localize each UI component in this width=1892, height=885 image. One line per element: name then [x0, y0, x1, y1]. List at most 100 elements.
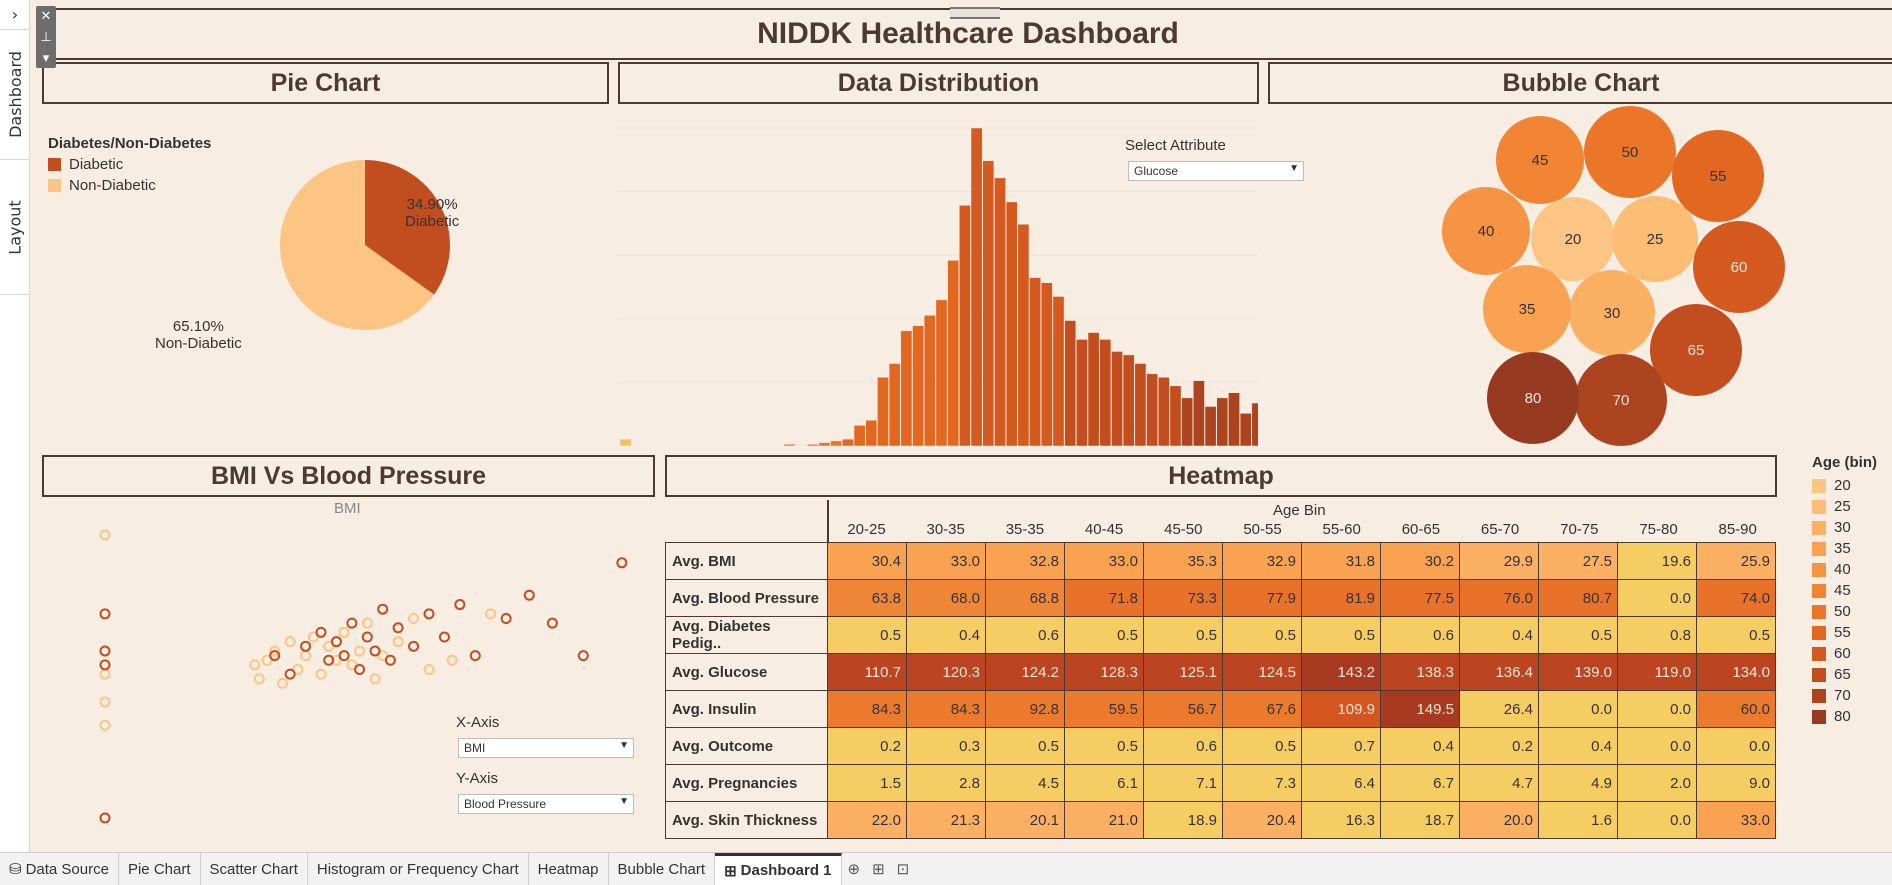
heatmap-cell[interactable]: 84.3 — [827, 690, 907, 728]
heatmap-cell[interactable]: 0.5 — [985, 727, 1065, 765]
pie-slice-diabetic[interactable] — [365, 160, 450, 295]
new-story-icon[interactable]: ⊡ — [896, 861, 910, 878]
scatter-point[interactable] — [408, 640, 420, 652]
heatmap-cell[interactable]: 124.2 — [985, 653, 1065, 691]
histogram-bar[interactable] — [1064, 320, 1077, 447]
bubble-65[interactable] — [1650, 304, 1742, 396]
histogram-bar[interactable] — [1169, 385, 1182, 447]
age-legend-item[interactable]: 35 — [1812, 538, 1877, 559]
heatmap-cell[interactable]: 32.8 — [985, 542, 1065, 580]
heatmap-cell[interactable]: 33.0 — [1064, 542, 1144, 580]
heatmap-cell[interactable]: 6.7 — [1380, 764, 1460, 802]
scatter-point[interactable] — [361, 631, 373, 643]
heatmap-cell[interactable]: 7.3 — [1222, 764, 1302, 802]
age-legend-item[interactable]: 25 — [1812, 496, 1877, 517]
heatmap-cell[interactable]: 0.5 — [1064, 727, 1144, 765]
bubble-80[interactable] — [1487, 352, 1579, 444]
histogram-bar[interactable] — [1134, 363, 1147, 447]
histogram-bar[interactable] — [818, 442, 831, 447]
age-legend-item[interactable]: 80 — [1812, 706, 1877, 727]
heatmap-cell[interactable]: 0.6 — [1143, 727, 1223, 765]
close-icon[interactable]: ✕ — [40, 8, 52, 24]
heatmap-cell[interactable]: 143.2 — [1301, 653, 1381, 691]
heatmap-cell[interactable]: 139.0 — [1538, 653, 1618, 691]
heatmap-cell[interactable]: 136.4 — [1459, 653, 1539, 691]
scatter-point[interactable] — [99, 812, 111, 824]
heatmap-cell[interactable]: 92.8 — [985, 690, 1065, 728]
scatter-point[interactable] — [377, 650, 389, 662]
sheet-tab-scatter-chart[interactable]: Scatter Chart — [201, 853, 308, 885]
heatmap-cell[interactable]: 7.1 — [1143, 764, 1223, 802]
heatmap-cell[interactable]: 0.8 — [1617, 616, 1697, 654]
scatter-point[interactable] — [500, 612, 512, 624]
heatmap-cell[interactable]: 63.8 — [827, 579, 907, 617]
histogram-bar[interactable] — [1111, 351, 1123, 447]
heatmap-cell[interactable]: 119.0 — [1617, 653, 1697, 691]
histogram-bar[interactable] — [982, 160, 995, 447]
scatter-point[interactable] — [338, 650, 350, 662]
bubble-30[interactable] — [1569, 270, 1655, 356]
scatter-point[interactable] — [99, 719, 111, 731]
heatmap-cell[interactable]: 1.6 — [1538, 801, 1618, 839]
heatmap-cell[interactable]: 35.3 — [1143, 542, 1223, 580]
scatter-point[interactable] — [300, 650, 312, 662]
scatter-point[interactable] — [454, 599, 466, 611]
heatmap-cell[interactable]: 0.5 — [1301, 616, 1381, 654]
histogram-bar[interactable] — [830, 440, 843, 447]
scatter-point[interactable] — [249, 659, 261, 671]
more-options-icon[interactable]: ▾ — [42, 49, 50, 65]
scatter-point[interactable] — [408, 612, 420, 624]
scatter-point[interactable] — [307, 631, 319, 643]
heatmap-cell[interactable]: 0.0 — [1617, 801, 1697, 839]
histogram-bar[interactable] — [1251, 402, 1258, 447]
heatmap-cell[interactable]: 0.0 — [1617, 579, 1697, 617]
scatter-point[interactable] — [99, 668, 111, 680]
scatter-point[interactable] — [469, 650, 481, 662]
heatmap-cell[interactable]: 21.0 — [1064, 801, 1144, 839]
heatmap-cell[interactable]: 31.8 — [1301, 542, 1381, 580]
heatmap-cell[interactable]: 74.0 — [1696, 579, 1776, 617]
scatter-point[interactable] — [577, 650, 589, 662]
heatmap-cell[interactable]: 0.5 — [1538, 616, 1618, 654]
heatmap-cell[interactable]: 84.3 — [906, 690, 986, 728]
heatmap-cell[interactable]: 60.0 — [1696, 690, 1776, 728]
heatmap-cell[interactable]: 22.0 — [827, 801, 907, 839]
heatmap-cell[interactable]: 68.8 — [985, 579, 1065, 617]
chevron-right-icon[interactable]: › — [0, 0, 30, 30]
heatmap-cell[interactable]: 56.7 — [1143, 690, 1223, 728]
scatter-point[interactable] — [323, 654, 335, 666]
heatmap-cell[interactable]: 71.8 — [1064, 579, 1144, 617]
heatmap-cell[interactable]: 33.0 — [906, 542, 986, 580]
sheet-tab-dashboard-1[interactable]: ⊞ Dashboard 1 — [715, 853, 842, 885]
heatmap-cell[interactable]: 19.6 — [1617, 542, 1697, 580]
scatter-point[interactable] — [616, 557, 628, 569]
scatter-point[interactable] — [261, 654, 273, 666]
heatmap-cell[interactable]: 0.5 — [1222, 727, 1302, 765]
heatmap-cell[interactable]: 0.5 — [827, 616, 907, 654]
histogram-bar[interactable] — [935, 299, 948, 447]
scatter-point[interactable] — [546, 617, 558, 629]
heatmap-cell[interactable]: 18.7 — [1380, 801, 1460, 839]
heatmap-cell[interactable]: 16.3 — [1301, 801, 1381, 839]
sheet-tab-heatmap[interactable]: Heatmap — [529, 853, 609, 885]
heatmap-cell[interactable]: 0.4 — [1380, 727, 1460, 765]
heatmap-cell[interactable]: 138.3 — [1380, 653, 1460, 691]
age-legend-item[interactable]: 70 — [1812, 685, 1877, 706]
heatmap-cell[interactable]: 2.0 — [1617, 764, 1697, 802]
heatmap-cell[interactable]: 18.9 — [1143, 801, 1223, 839]
histogram-bar[interactable] — [1017, 224, 1030, 447]
scatter-point[interactable] — [392, 622, 404, 634]
age-legend-item[interactable]: 20 — [1812, 475, 1877, 496]
bubble-55[interactable] — [1672, 130, 1764, 222]
heatmap-cell[interactable]: 109.9 — [1301, 690, 1381, 728]
new-sheet-icon[interactable]: ⊕ — [847, 861, 861, 878]
heatmap-cell[interactable]: 0.5 — [1064, 616, 1144, 654]
heatmap-cell[interactable]: 120.3 — [906, 653, 986, 691]
tab-dashboard[interactable]: Dashboard — [0, 30, 30, 160]
scatter-point[interactable] — [423, 608, 435, 620]
scatter-point[interactable] — [315, 668, 327, 680]
heatmap-cell[interactable]: 0.4 — [1538, 727, 1618, 765]
histogram-bar[interactable] — [970, 127, 983, 447]
heatmap-cell[interactable]: 4.9 — [1538, 764, 1618, 802]
scatter-point[interactable] — [346, 659, 358, 671]
